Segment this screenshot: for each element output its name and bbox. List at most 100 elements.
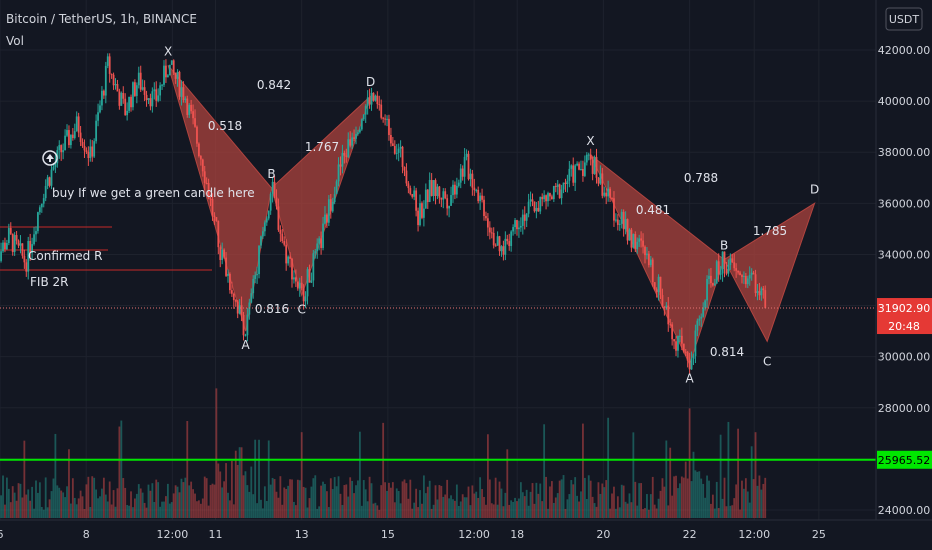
volume-bar	[252, 494, 255, 518]
volume-bar	[384, 482, 386, 518]
volume-bar	[762, 483, 765, 518]
volume-bar	[44, 477, 47, 518]
volume-bar	[333, 477, 336, 518]
volume-bar	[362, 480, 365, 518]
candle-body	[66, 130, 68, 136]
candle-body	[613, 198, 615, 221]
volume-bar	[380, 485, 383, 518]
time-axis[interactable]	[0, 520, 932, 550]
volume-bar	[79, 490, 82, 518]
volume-bar	[35, 480, 37, 518]
candle-body	[562, 182, 565, 190]
candle-body	[518, 227, 520, 230]
candle-body	[287, 256, 290, 264]
volume-bar	[708, 480, 710, 518]
candle-body	[698, 318, 701, 321]
volume-bar	[490, 503, 493, 518]
candle-body	[393, 145, 396, 154]
candle-body	[638, 238, 641, 242]
volume-bar	[624, 501, 627, 518]
volume-bar	[168, 503, 171, 518]
harmonic-patterns	[167, 65, 816, 366]
candle-body	[498, 236, 501, 252]
volume-bar	[370, 483, 373, 518]
volume-bars	[0, 388, 767, 518]
volume-bar	[721, 498, 724, 518]
time-tick-label: 11	[209, 528, 223, 541]
volume-bar	[194, 493, 196, 518]
candle-body	[675, 341, 677, 351]
candle-body	[481, 195, 483, 200]
candle-body	[756, 291, 759, 294]
candle-body	[139, 72, 142, 90]
candle-body	[502, 246, 505, 255]
candle-body	[58, 145, 61, 151]
candle-body	[626, 219, 629, 241]
volume-bar	[27, 489, 30, 518]
pattern-point-label: C	[298, 302, 306, 316]
buy-arrow-icon	[46, 154, 54, 162]
candle-body	[147, 98, 150, 101]
candle-body	[417, 210, 419, 226]
candle-body	[73, 131, 76, 138]
volume-bar	[514, 497, 516, 518]
candle-body	[568, 168, 571, 181]
volume-bar	[570, 480, 573, 518]
candle-body	[647, 253, 650, 266]
volume-bar	[7, 488, 10, 518]
volume-bar	[746, 491, 749, 518]
candle-body	[614, 219, 617, 221]
candle-body	[391, 143, 394, 146]
fib-ratio-label: 0.816	[255, 302, 289, 316]
candle-body	[294, 277, 297, 282]
price-axis[interactable]	[876, 0, 932, 520]
candle-body	[42, 198, 45, 204]
candle-body	[166, 75, 169, 78]
volume-bar	[23, 440, 26, 518]
volume-bar	[2, 475, 4, 518]
candle-body	[262, 231, 264, 237]
volume-bar	[73, 497, 76, 518]
volume-bar	[71, 478, 74, 518]
annotation-texts: buy If we get a green candle here Confirm…	[28, 150, 255, 289]
candle-body	[549, 193, 551, 197]
volume-bar	[510, 500, 513, 518]
volume-bar	[541, 501, 544, 518]
candle-body	[411, 194, 414, 197]
volume-bar	[539, 483, 542, 518]
candle-body	[234, 300, 237, 302]
volume-bar	[353, 493, 355, 518]
currency-badge[interactable]: USDT	[885, 7, 923, 31]
volume-bar	[508, 504, 511, 518]
candle-body	[296, 281, 299, 289]
volume-bar	[576, 495, 579, 518]
candle-body	[607, 188, 610, 197]
candle-body	[260, 236, 262, 246]
volume-bar	[477, 497, 480, 518]
candle-body	[535, 207, 538, 212]
volume-bar	[611, 493, 613, 518]
candle-body	[273, 181, 276, 198]
volume-bar	[104, 494, 107, 518]
volume-bar	[578, 501, 580, 518]
candle-body	[227, 273, 229, 276]
volume-bar	[717, 508, 720, 518]
volume-bar	[157, 482, 160, 518]
candle-countdown: 20:48	[888, 320, 920, 333]
volume-bar	[556, 493, 559, 518]
candle-body	[93, 141, 96, 157]
volume-bar	[248, 491, 251, 518]
candle-body	[388, 118, 390, 136]
volume-bar	[221, 487, 224, 518]
volume-bar	[42, 509, 45, 518]
current-price-tag: 31902.90 20:48	[877, 298, 932, 335]
candle-body	[353, 137, 355, 139]
candle-body	[488, 227, 491, 233]
pattern-point-label: D	[366, 75, 375, 89]
candle-body	[727, 264, 730, 274]
volume-bar	[405, 483, 408, 518]
candle-body	[339, 164, 342, 167]
volume-bar	[54, 433, 57, 518]
candle-body	[465, 153, 468, 157]
